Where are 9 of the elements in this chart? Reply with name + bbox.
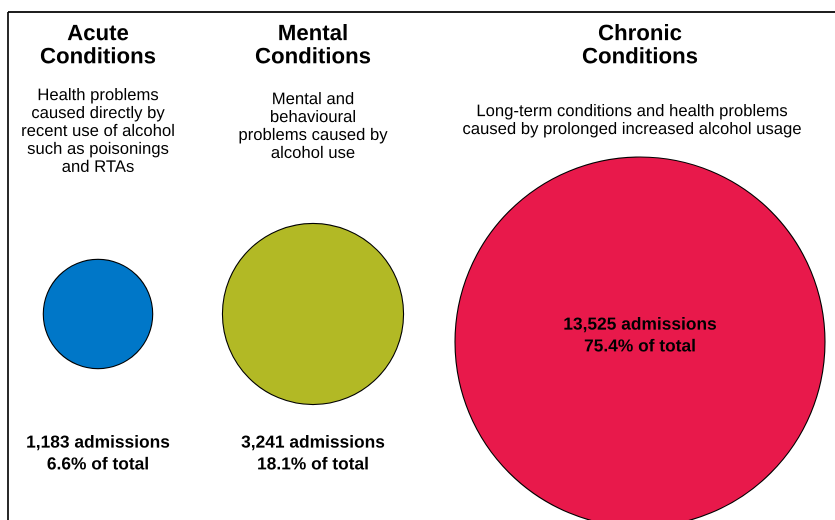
data-label: 13,525 admissions 75.4% of total — [564, 316, 716, 352]
text: Health problems caused directly by recent use of alcohol such as poisonings and RTAs — [22, 88, 174, 172]
data-label: 1,183 admissions 6.6% of total — [27, 434, 170, 470]
text: Mental and behavioural problems caused by alcohol use — [240, 92, 388, 158]
text: Long-term conditions and health problems caused by prolonged increased alcohol usage — [463, 104, 801, 138]
category-label: Acute Conditions — [40, 24, 156, 64]
category-label: Mental Conditions — [256, 24, 370, 64]
category-label: Chronic Conditions — [582, 24, 698, 64]
data-label: 3,241 admissions 18.1% of total — [242, 434, 384, 470]
